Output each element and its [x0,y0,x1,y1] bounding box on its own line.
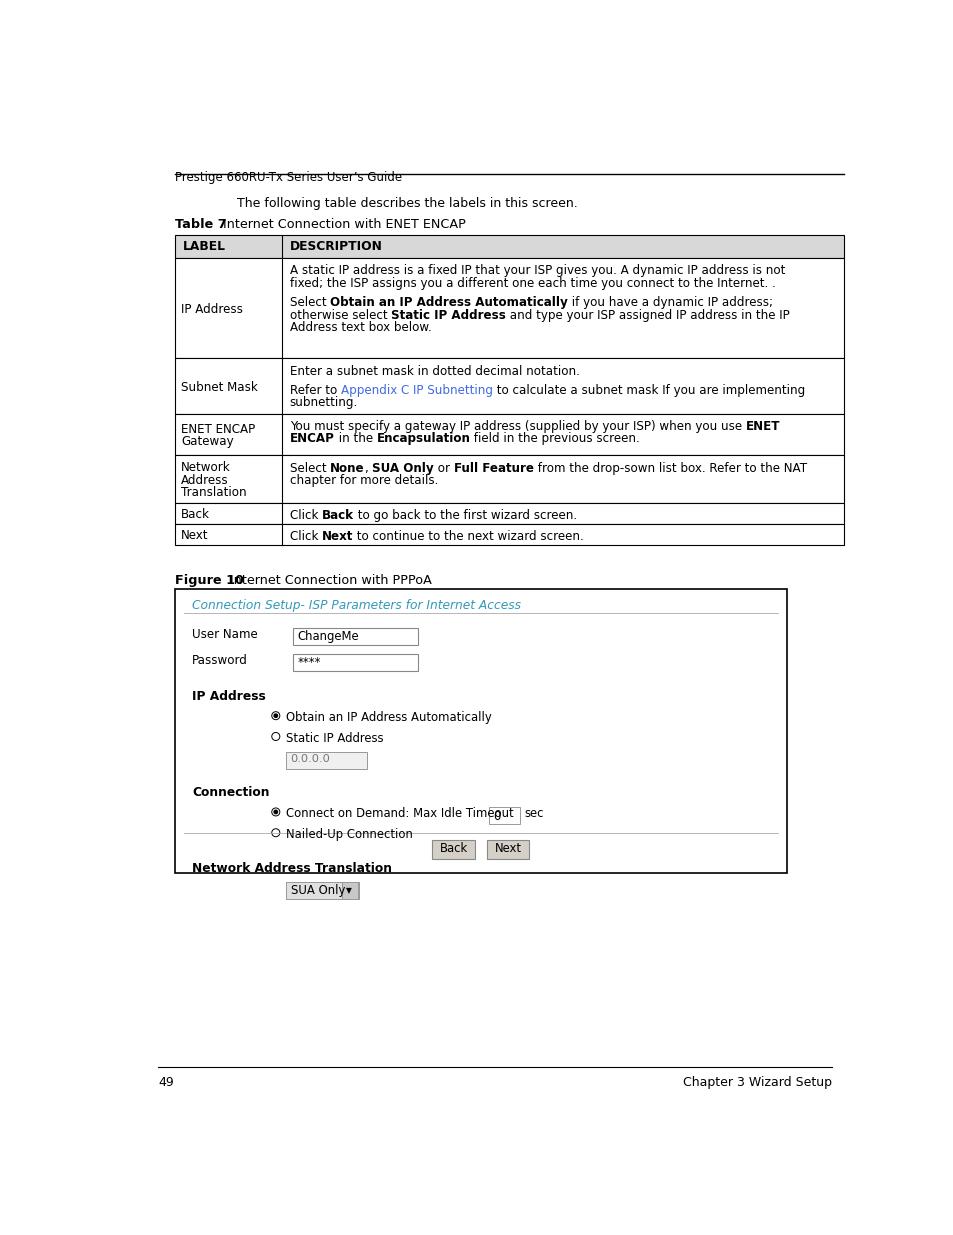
Text: Back: Back [439,841,467,855]
Text: Prestige 660RU-Tx Series User’s Guide: Prestige 660RU-Tx Series User’s Guide [174,170,402,184]
FancyBboxPatch shape [286,752,367,769]
FancyBboxPatch shape [293,627,418,645]
FancyBboxPatch shape [432,841,475,858]
Text: Address text box below.: Address text box below. [290,321,431,335]
Text: DESCRIPTION: DESCRIPTION [290,240,382,253]
Text: Static IP Address: Static IP Address [391,309,505,322]
Text: Network: Network [181,462,231,474]
Text: Back: Back [181,508,210,521]
Text: Appendix C IP Subnetting: Appendix C IP Subnetting [340,384,493,396]
Text: ENCAP: ENCAP [290,432,335,446]
Text: IP Address: IP Address [181,303,243,316]
Text: Full Feature: Full Feature [453,462,533,474]
Text: Next: Next [494,841,521,855]
FancyBboxPatch shape [174,414,843,456]
Text: field in the previous screen.: field in the previous screen. [470,432,639,446]
Text: Nailed-Up Connection: Nailed-Up Connection [286,829,413,841]
Text: sec: sec [524,808,543,820]
FancyBboxPatch shape [342,882,357,899]
FancyBboxPatch shape [174,358,843,414]
Text: Password: Password [192,655,248,667]
Text: Static IP Address: Static IP Address [286,732,383,745]
Text: Chapter 3 Wizard Setup: Chapter 3 Wizard Setup [682,1076,831,1089]
Text: Select: Select [290,462,330,474]
Text: Back: Back [322,509,354,522]
Text: subnetting.: subnetting. [290,396,357,409]
Text: LABEL: LABEL [183,240,226,253]
Text: Translation: Translation [181,487,247,499]
Text: Internet Connection with ENET ENCAP: Internet Connection with ENET ENCAP [215,219,466,231]
Text: or: or [434,462,453,474]
Text: Internet Connection with PPPoA: Internet Connection with PPPoA [221,574,431,587]
Circle shape [274,810,277,814]
FancyBboxPatch shape [486,841,529,858]
Text: to go back to the first wizard screen.: to go back to the first wizard screen. [354,509,577,522]
Text: Encapsulation: Encapsulation [376,432,470,446]
Text: Select: Select [290,296,330,309]
Circle shape [274,714,277,718]
FancyBboxPatch shape [174,589,786,873]
Text: 49: 49 [158,1076,173,1089]
Text: and type your ISP assigned IP address in the IP: and type your ISP assigned IP address in… [505,309,789,322]
Text: Table 7: Table 7 [174,219,227,231]
Text: Figure 10: Figure 10 [174,574,244,587]
Text: chapter for more details.: chapter for more details. [290,474,437,487]
Text: IP Address: IP Address [192,689,266,703]
FancyBboxPatch shape [488,808,519,824]
Text: ENET ENCAP: ENET ENCAP [181,422,255,436]
Text: fixed; the ISP assigns you a different one each time you connect to the Internet: fixed; the ISP assigns you a different o… [290,277,775,290]
Text: Next: Next [322,530,353,543]
Text: You must specify a gateway IP address (supplied by your ISP) when you use: You must specify a gateway IP address (s… [290,420,745,433]
Text: Obtain an IP Address Automatically: Obtain an IP Address Automatically [286,711,491,724]
Text: Address: Address [181,474,229,487]
Text: Enter a subnet mask in dotted decimal notation.: Enter a subnet mask in dotted decimal no… [290,364,579,378]
Text: ,: , [364,462,372,474]
Text: Click: Click [290,530,322,543]
Text: Next: Next [181,529,209,542]
Text: Connection Setup- ISP Parameters for Internet Access: Connection Setup- ISP Parameters for Int… [192,599,520,613]
Text: Gateway: Gateway [181,436,233,448]
Text: None: None [330,462,364,474]
Text: SUA Only: SUA Only [291,884,345,898]
Text: Refer to: Refer to [290,384,340,396]
Text: to continue to the next wizard screen.: to continue to the next wizard screen. [353,530,583,543]
FancyBboxPatch shape [174,258,843,358]
FancyBboxPatch shape [286,882,359,899]
Text: from the drop-sown list box. Refer to the NAT: from the drop-sown list box. Refer to th… [533,462,806,474]
FancyBboxPatch shape [174,456,843,503]
Text: The following table describes the labels in this screen.: The following table describes the labels… [236,196,578,210]
Text: User Name: User Name [192,627,257,641]
FancyBboxPatch shape [293,655,418,671]
Text: Network Address Translation: Network Address Translation [192,862,392,874]
Text: in the: in the [335,432,376,446]
FancyBboxPatch shape [174,503,843,524]
Text: ChangeMe: ChangeMe [297,630,358,643]
Text: Obtain an IP Address Automatically: Obtain an IP Address Automatically [330,296,567,309]
Text: ****: **** [297,656,320,669]
Text: A static IP address is a fixed IP that your ISP gives you. A dynamic IP address : A static IP address is a fixed IP that y… [290,264,784,278]
Text: otherwise select: otherwise select [290,309,391,322]
FancyBboxPatch shape [174,524,843,545]
Text: SUA Only: SUA Only [372,462,434,474]
Text: ENET: ENET [745,420,780,433]
Text: Click: Click [290,509,322,522]
FancyBboxPatch shape [174,235,843,258]
Text: Connect on Demand: Max Idle Timeout: Connect on Demand: Max Idle Timeout [286,808,513,820]
Text: if you have a dynamic IP address;: if you have a dynamic IP address; [567,296,772,309]
Text: 0.0.0.0: 0.0.0.0 [291,755,330,764]
Text: to calculate a subnet mask If you are implementing: to calculate a subnet mask If you are im… [493,384,804,396]
Text: ▼: ▼ [345,885,351,895]
Text: 0: 0 [493,810,500,823]
Text: Connection: Connection [192,785,270,799]
Text: Subnet Mask: Subnet Mask [181,380,258,394]
